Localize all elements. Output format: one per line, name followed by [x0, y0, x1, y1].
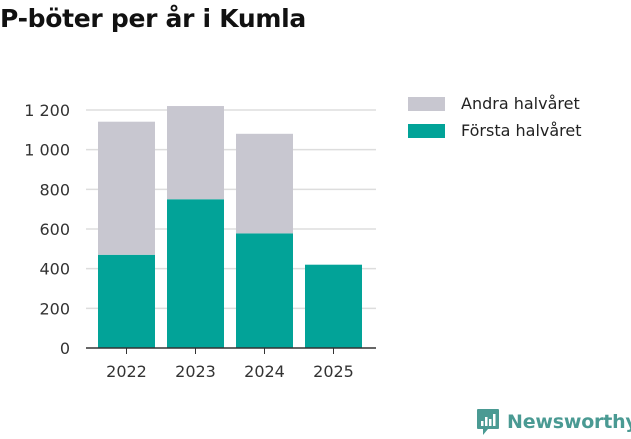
chart-title: P-böter per år i Kumla — [0, 4, 306, 33]
x-tick-label: 2022 — [106, 362, 147, 381]
y-tick-label: 800 — [39, 180, 70, 199]
x-tick-label: 2023 — [175, 362, 216, 381]
legend: Andra halvåret Första halvåret — [408, 90, 582, 144]
newsworthy-brand: Newsworthy — [476, 408, 631, 436]
y-tick-label: 0 — [60, 339, 70, 358]
bar-segment — [167, 106, 224, 200]
legend-item-forsta: Första halvåret — [408, 117, 582, 144]
x-tick-label: 2024 — [244, 362, 285, 381]
newsworthy-chart-logo-icon — [477, 409, 499, 435]
y-tick-label: 600 — [39, 220, 70, 239]
bar-segment — [98, 121, 155, 255]
y-tick-label: 400 — [39, 260, 70, 279]
bar-segment — [305, 264, 362, 348]
bar-segment — [236, 233, 293, 348]
bar-segment — [167, 199, 224, 348]
legend-label-forsta: Första halvåret — [461, 121, 582, 140]
legend-swatch-andra — [408, 96, 445, 111]
bar-segment — [98, 254, 155, 348]
y-tick-label: 1 000 — [24, 141, 70, 160]
bar-segment — [236, 133, 293, 234]
axes: 0 200 400 600 800 1 000 1 200 2022 2023 2024 2025 — [24, 101, 376, 381]
y-tick-label: 1 200 — [24, 101, 70, 120]
legend-label-andra: Andra halvåret — [461, 94, 580, 113]
legend-item-andra: Andra halvåret — [408, 90, 582, 117]
brand-name: Newsworthy — [507, 411, 631, 433]
x-tick-label: 2025 — [313, 362, 354, 381]
legend-swatch-forsta — [408, 123, 445, 138]
y-tick-label: 200 — [39, 299, 70, 318]
bars — [98, 106, 362, 348]
